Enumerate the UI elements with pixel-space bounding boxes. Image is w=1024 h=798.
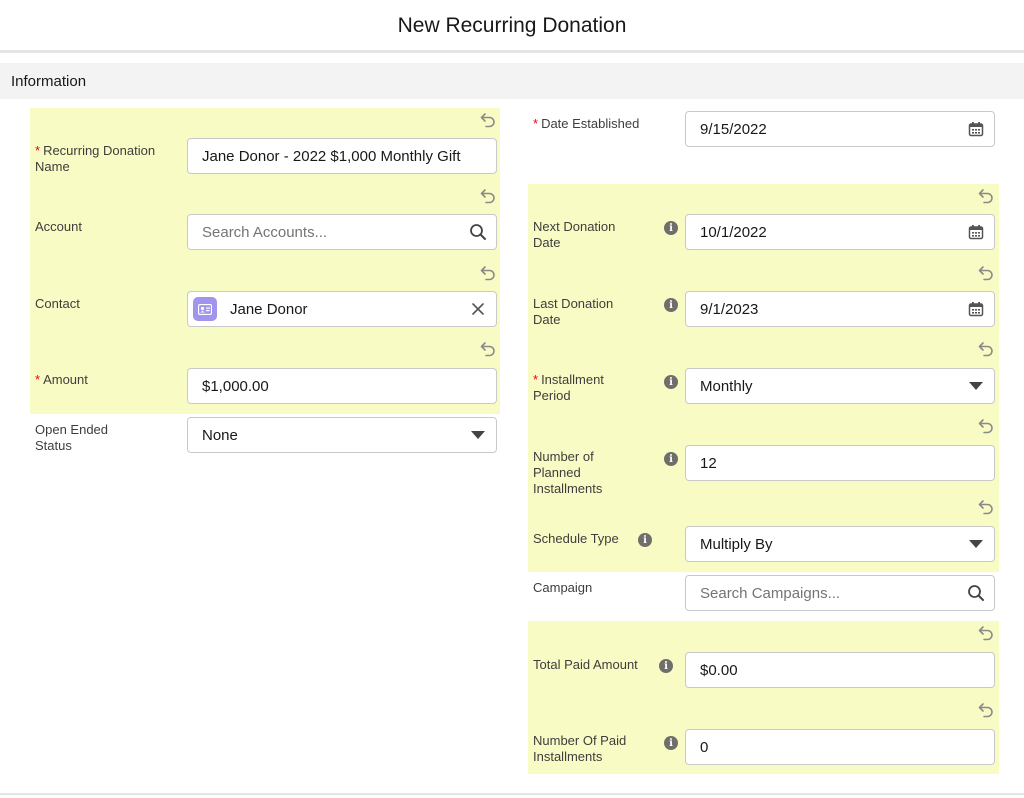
amount-label: * Amount bbox=[35, 372, 88, 387]
calendar-icon[interactable] bbox=[968, 301, 984, 317]
paid-installments-label: Number Of Paid Installments bbox=[533, 733, 627, 764]
undo-icon[interactable] bbox=[479, 111, 497, 129]
info-icon[interactable]: i bbox=[664, 298, 678, 312]
calendar-icon[interactable] bbox=[968, 121, 984, 137]
calendar-icon[interactable] bbox=[968, 224, 984, 240]
installment-period-select[interactable]: Monthly bbox=[685, 368, 995, 404]
undo-icon[interactable] bbox=[479, 340, 497, 358]
footer-divider bbox=[0, 793, 1024, 795]
undo-icon[interactable] bbox=[977, 264, 995, 282]
chevron-down-icon bbox=[969, 382, 983, 390]
contact-label: Contact bbox=[35, 296, 80, 311]
undo-icon[interactable] bbox=[977, 624, 995, 642]
contact-icon bbox=[193, 297, 217, 321]
total-paid-amount-input[interactable]: $0.00 bbox=[685, 652, 995, 688]
last-donation-date-label: Last Donation Date bbox=[533, 296, 614, 327]
info-icon[interactable]: i bbox=[664, 375, 678, 389]
date-established-label: * Date Established bbox=[533, 116, 640, 131]
undo-icon[interactable] bbox=[977, 498, 995, 516]
undo-icon[interactable] bbox=[977, 340, 995, 358]
next-donation-date-label: Next Donation Date bbox=[533, 219, 616, 250]
planned-installments-input[interactable]: 12 bbox=[685, 445, 995, 481]
required-marker: * bbox=[35, 143, 41, 158]
schedule-type-select[interactable]: Multiply By bbox=[685, 526, 995, 562]
required-marker: * bbox=[533, 372, 539, 387]
account-search-input[interactable]: Search Accounts... bbox=[187, 214, 497, 250]
search-icon[interactable] bbox=[967, 584, 985, 602]
undo-icon[interactable] bbox=[479, 187, 497, 205]
undo-icon[interactable] bbox=[479, 264, 497, 282]
search-icon[interactable] bbox=[469, 223, 487, 241]
info-icon[interactable]: i bbox=[638, 533, 652, 547]
installment-period-label: * Installment Period bbox=[533, 372, 604, 403]
required-marker: * bbox=[533, 116, 539, 131]
open-ended-status-select[interactable]: None bbox=[187, 417, 497, 453]
modal-title: New Recurring Donation bbox=[397, 14, 627, 37]
undo-icon[interactable] bbox=[977, 417, 995, 435]
last-donation-date-input[interactable]: 9/1/2023 bbox=[685, 291, 995, 327]
campaign-label: Campaign bbox=[533, 580, 593, 595]
chevron-down-icon bbox=[471, 431, 485, 439]
section-header: Information bbox=[0, 63, 1024, 99]
contact-lookup-pill[interactable]: Jane Donor bbox=[187, 291, 497, 327]
campaign-search-input[interactable]: Search Campaigns... bbox=[685, 575, 995, 611]
undo-icon[interactable] bbox=[977, 187, 995, 205]
required-marker: * bbox=[35, 372, 41, 387]
info-icon[interactable]: i bbox=[659, 659, 673, 673]
recurring-donation-name-input[interactable]: Jane Donor - 2022 $1,000 Monthly Gift bbox=[187, 138, 497, 174]
date-established-input[interactable]: 9/15/2022 bbox=[685, 111, 995, 147]
total-paid-amount-label: Total Paid Amount bbox=[533, 657, 638, 672]
amount-input[interactable]: $1,000.00 bbox=[187, 368, 497, 404]
next-donation-date-input[interactable]: 10/1/2022 bbox=[685, 214, 995, 250]
undo-icon[interactable] bbox=[977, 701, 995, 719]
info-icon[interactable]: i bbox=[664, 452, 678, 466]
planned-installments-label: Number of Planned Installments bbox=[533, 449, 603, 496]
account-label: Account bbox=[35, 219, 82, 234]
recurring-donation-name-label: * Recurring Donation Name bbox=[35, 143, 156, 174]
paid-installments-input[interactable]: 0 bbox=[685, 729, 995, 765]
title-divider bbox=[0, 50, 1024, 53]
close-icon[interactable] bbox=[471, 302, 485, 316]
schedule-type-label: Schedule Type bbox=[533, 531, 619, 546]
open-ended-status-label: Open Ended Status bbox=[35, 422, 109, 453]
info-icon[interactable]: i bbox=[664, 221, 678, 235]
chevron-down-icon bbox=[969, 540, 983, 548]
info-icon[interactable]: i bbox=[664, 736, 678, 750]
